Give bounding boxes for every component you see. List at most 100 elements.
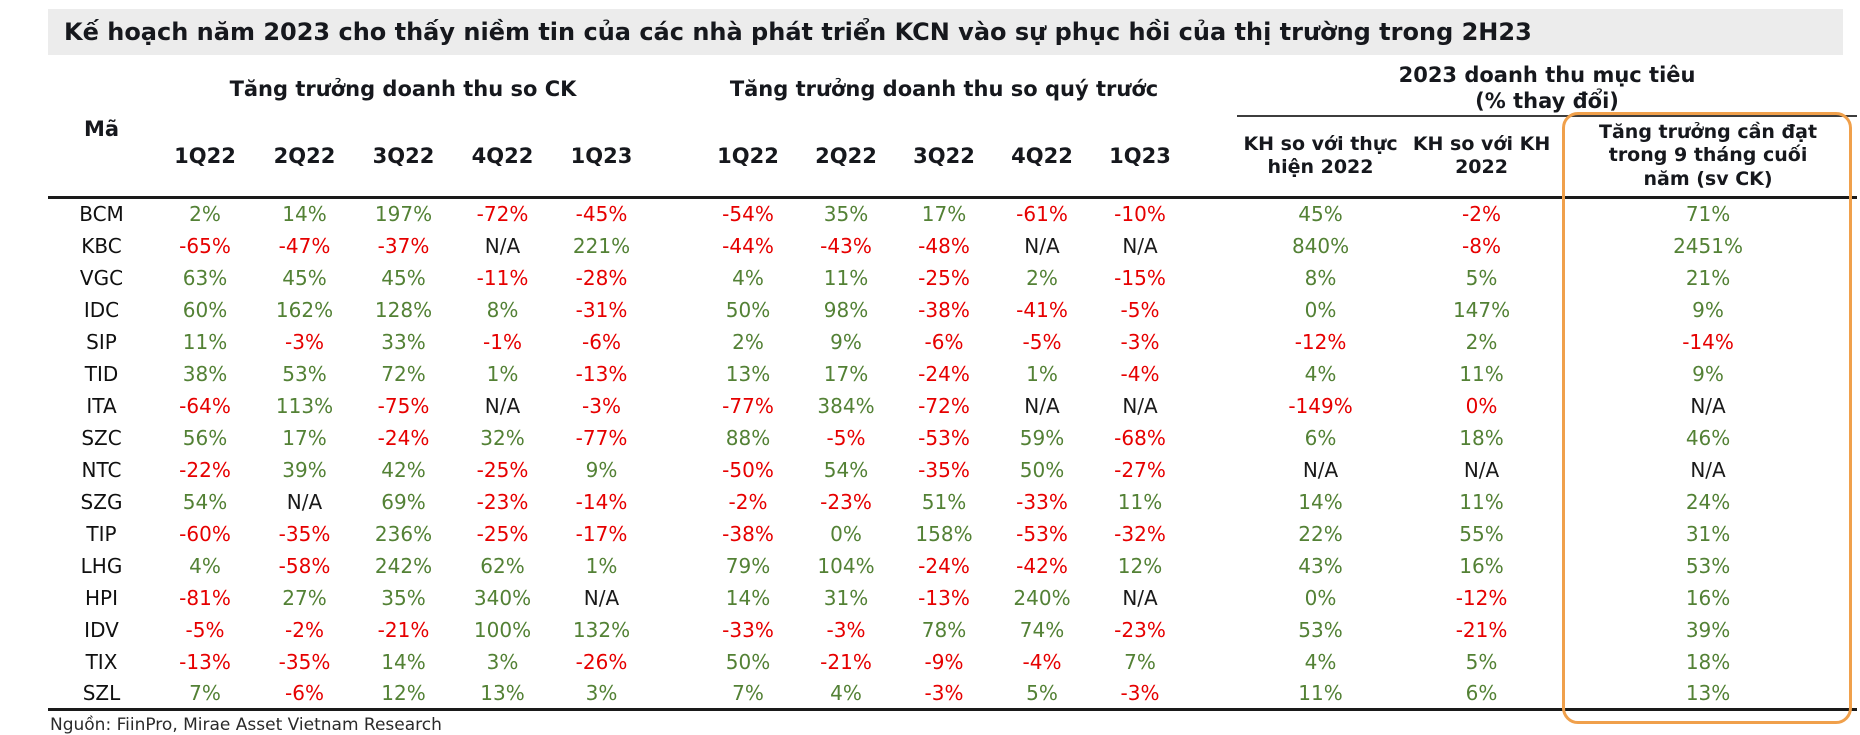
value-cell: 39% — [282, 457, 327, 482]
table-row: TID 38% 53% 72% 1% -13% 13% 17% -24% 1% -4% 4% 11% 9% — [48, 358, 1857, 390]
value-cell: 240% — [1013, 585, 1071, 610]
column-header-yoy-2q22: 2Q22 — [273, 143, 336, 168]
value-cell: -21% — [377, 617, 430, 642]
value-cell: 0% — [1465, 393, 1498, 418]
value-cell: 55% — [1459, 521, 1504, 546]
value-cell: 11% — [1459, 361, 1504, 386]
column-gap — [651, 486, 699, 518]
column-gap — [651, 390, 699, 422]
value-cell: 7% — [189, 680, 221, 705]
column-gap — [1189, 326, 1237, 358]
value-cell: 132% — [572, 617, 631, 642]
kcn-growth-table: Mã Tăng trưởng doanh thu so CK Tăng trưở… — [48, 62, 1858, 711]
value-cell: 13% — [480, 680, 525, 705]
value-cell: N/A — [1690, 393, 1726, 418]
value-cell: 17% — [895, 196, 993, 230]
ticker-cell: SIP — [86, 329, 117, 354]
value-cell: N/A — [286, 489, 323, 514]
table-row: SIP 11% -3% 33% -1% -6% 2% 9% -6% -5% -3% -12% 2% -14… — [48, 326, 1857, 358]
column-gap — [651, 230, 699, 262]
value-cell: 158% — [915, 521, 973, 546]
value-cell: 17% — [282, 425, 327, 450]
column-gap — [1189, 62, 1237, 198]
value-cell: 11% — [1298, 680, 1343, 705]
value-cell: -32% — [1114, 521, 1166, 546]
value-cell: -42% — [1016, 553, 1068, 578]
table-row: ITA -64% 113% -75% N/A -3% -77% 384% -72% N/A N/A -… — [48, 390, 1857, 422]
value-cell: -35% — [918, 457, 970, 482]
value-cell: -2% — [285, 617, 324, 642]
value-cell: 128% — [374, 297, 433, 322]
ticker-cell: LHG — [80, 553, 123, 578]
value-cell: 14% — [725, 585, 771, 610]
table-row: SZG 54% N/A 69% -23% -14% -2% -23% 51% -33% 11% 14%… — [48, 486, 1857, 518]
column-header-plan-vs-actual: KH so với thực hiện 2022 — [1243, 132, 1398, 179]
column-gap — [1189, 454, 1237, 486]
value-cell: -24% — [918, 361, 970, 386]
value-cell: -38% — [918, 297, 970, 322]
value-cell: 38% — [182, 361, 228, 386]
value-cell: N/A — [1302, 457, 1339, 482]
table-body: BCM 2% 14% 197% -72% -45% -54% 35% 17% -61% -10% 45… — [48, 196, 1858, 710]
column-header-required-growth: Tăng trưởng cần đạt trong 9 tháng cuối n… — [1599, 120, 1818, 191]
value-cell: 18% — [1459, 425, 1504, 450]
value-cell: 50% — [725, 297, 771, 322]
value-cell: 2% — [732, 329, 764, 354]
value-cell: -77% — [722, 393, 774, 418]
value-cell: -4% — [1120, 361, 1160, 386]
value-cell: -65% — [179, 233, 231, 258]
column-gap — [651, 550, 699, 582]
value-cell: 17% — [823, 361, 869, 386]
column-gap — [651, 518, 699, 550]
value-cell: -58% — [278, 553, 331, 578]
value-cell: 162% — [275, 297, 334, 322]
table-row: LHG 4% -58% 242% 62% 1% 79% 104% -24% -42% 12% 43% 1… — [48, 550, 1857, 582]
column-gap — [1189, 646, 1237, 678]
value-cell: 53% — [1685, 553, 1731, 578]
value-cell: 11% — [1459, 489, 1504, 514]
value-cell: 4% — [189, 553, 221, 578]
column-gap — [1189, 262, 1237, 294]
value-cell: 71% — [1559, 196, 1858, 230]
value-cell: 13% — [725, 361, 771, 386]
value-cell: -68% — [1114, 425, 1166, 450]
value-cell: -77% — [575, 425, 628, 450]
table-row: IDV -5% -2% -21% 100% 132% -33% -3% 78% 74% -23% 53… — [48, 614, 1857, 646]
value-cell: -14% — [575, 489, 628, 514]
value-cell: -6% — [924, 329, 964, 354]
value-cell: 62% — [480, 553, 525, 578]
group-header-target: 2023 doanh thu mục tiêu (% thay đổi) — [1237, 62, 1858, 117]
value-cell: 11% — [823, 265, 869, 290]
value-cell: 4% — [1304, 649, 1337, 674]
value-cell: -81% — [179, 585, 231, 610]
value-cell: 32% — [480, 425, 525, 450]
column-gap — [1189, 294, 1237, 326]
ticker-cell: IDV — [84, 617, 119, 642]
value-cell: 4% — [732, 265, 764, 290]
value-cell: 72% — [381, 361, 426, 386]
value-cell: 35% — [381, 585, 426, 610]
value-cell: -31% — [575, 297, 628, 322]
ticker-column-header: Mã — [83, 117, 120, 141]
value-cell: -13% — [179, 649, 231, 674]
value-cell: -64% — [179, 393, 231, 418]
value-cell: 236% — [374, 521, 433, 546]
column-gap — [651, 358, 699, 390]
ticker-cell: TIX — [85, 649, 118, 674]
table-row: TIX -13% -35% 14% 3% -26% 50% -21% -9% -4% 7% 4% 5% 1… — [48, 646, 1857, 678]
value-cell: 221% — [572, 233, 631, 258]
column-header-yoy-1q23: 1Q23 — [570, 143, 633, 168]
value-cell: -14% — [1682, 329, 1734, 354]
column-gap — [1189, 230, 1237, 262]
value-cell: 79% — [725, 553, 771, 578]
column-gap — [1189, 678, 1237, 710]
value-cell: 42% — [381, 457, 426, 482]
value-cell: -1% — [483, 329, 522, 354]
value-cell: 7% — [732, 680, 764, 705]
table-row: VGC 63% 45% 45% -11% -28% 4% 11% -25% 2% -15% 8% 5% 2… — [48, 262, 1857, 294]
table-container: Mã Tăng trưởng doanh thu so CK Tăng trưở… — [48, 62, 1858, 711]
value-cell: N/A — [484, 393, 521, 418]
value-cell: 27% — [282, 585, 327, 610]
column-header-yoy-4q22: 4Q22 — [471, 143, 534, 168]
column-gap — [1189, 518, 1237, 550]
